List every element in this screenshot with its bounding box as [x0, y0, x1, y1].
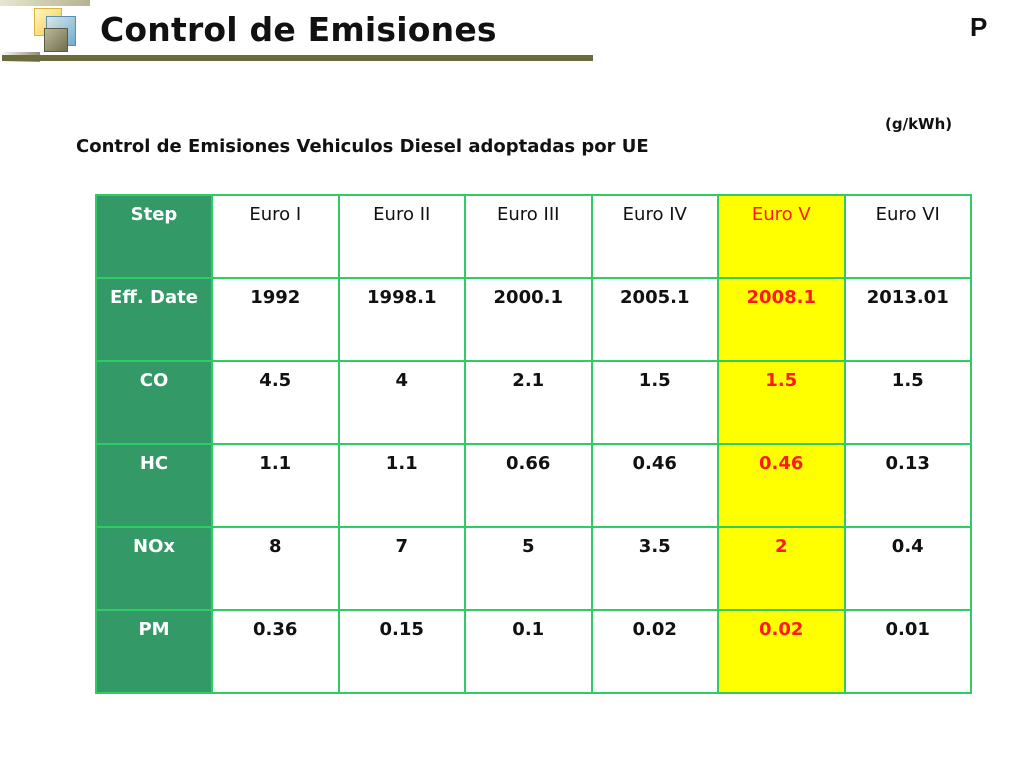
table-cell: 1.1: [337, 443, 466, 528]
logo: [0, 0, 90, 60]
table-row: PM 0.36 0.15 0.1 0.02 0.02 0.01: [95, 609, 972, 694]
table-cell: 0.4: [843, 526, 972, 611]
table-subtitle: Control de Emisiones Vehiculos Diesel ad…: [76, 136, 649, 157]
table-cell: 0.1: [464, 609, 593, 694]
table-cell: 0.01: [843, 609, 972, 694]
logo-bar: [0, 0, 90, 6]
table-cell: 1998.1: [337, 277, 466, 362]
emissions-table: Step Euro I Euro II Euro III Euro IV Euro V Eu…: [95, 194, 972, 694]
row-header-row-co: CO: [95, 360, 213, 445]
logo-square-olive: [44, 28, 68, 52]
table-row: Step Euro I Euro II Euro III Euro IV Euro V Eu…: [95, 194, 972, 279]
table-cell: Euro VI: [843, 194, 972, 279]
table-cell: 0.66: [464, 443, 593, 528]
row-header-row-pm: PM: [95, 609, 213, 694]
table-cell: 1.5: [843, 360, 972, 445]
table-cell: 4.5: [211, 360, 340, 445]
table-cell: Euro I: [211, 194, 340, 279]
table-cell: Euro II: [337, 194, 466, 279]
table-cell: Euro III: [464, 194, 593, 279]
emissions-table-body: Step Euro I Euro II Euro III Euro IV Euro V Eu…: [95, 194, 972, 694]
table-cell: 0.13: [843, 443, 972, 528]
table-cell: 2000.1: [464, 277, 593, 362]
table-cell: 2.1: [464, 360, 593, 445]
table-cell: 0.46: [590, 443, 719, 528]
table-cell: 1.5: [590, 360, 719, 445]
table-row: HC 1.1 1.1 0.66 0.46 0.46 0.13: [95, 443, 972, 528]
row-header-row-hc: HC: [95, 443, 213, 528]
table-cell: 0.02: [717, 609, 846, 694]
table-cell: 5: [464, 526, 593, 611]
table-cell: 7: [337, 526, 466, 611]
table-row: NOx 8 7 5 3.5 2 0.4: [95, 526, 972, 611]
table-cell: 2: [717, 526, 846, 611]
table-cell: 1.5: [717, 360, 846, 445]
table-cell: Euro IV: [590, 194, 719, 279]
table-cell: 0.46: [717, 443, 846, 528]
row-header-row-eff-date: Eff. Date: [95, 277, 213, 362]
table-cell: 3.5: [590, 526, 719, 611]
table-cell: 0.15: [337, 609, 466, 694]
row-header-row-nox: NOx: [95, 526, 213, 611]
table-row: Eff. Date 1992 1998.1 2000.1 2005.1 2008.1 201…: [95, 277, 972, 362]
table-cell: 2008.1: [717, 277, 846, 362]
table-row: CO 4.5 4 2.1 1.5 1.5 1.5: [95, 360, 972, 445]
table-cell: Euro V: [717, 194, 846, 279]
unit-label: (g/kWh): [885, 115, 953, 133]
table-cell: 0.02: [590, 609, 719, 694]
table-cell: 8: [211, 526, 340, 611]
table-cell: 0.36: [211, 609, 340, 694]
row-header-row-step: Step: [95, 194, 213, 279]
table-cell: 1992: [211, 277, 340, 362]
corner-mark: P: [970, 12, 988, 42]
table-cell: 2013.01: [843, 277, 972, 362]
title-underline: [2, 55, 593, 61]
table-cell: 2005.1: [590, 277, 719, 362]
table-cell: 4: [337, 360, 466, 445]
table-cell: 1.1: [211, 443, 340, 528]
page-title: Control de Emisiones: [100, 10, 497, 49]
